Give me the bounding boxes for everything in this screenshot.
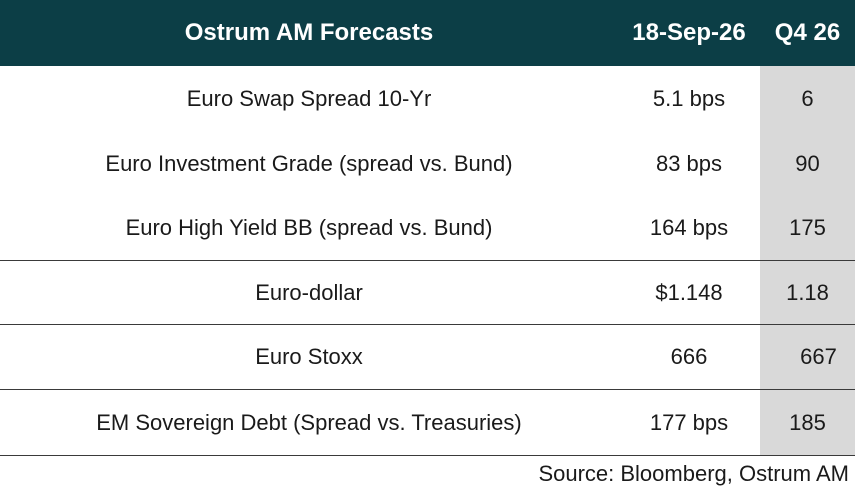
row-label: Euro Investment Grade (spread vs. Bund) [105, 151, 513, 176]
table-row: Euro Investment Grade (spread vs. Bund) … [0, 132, 855, 196]
header-date-column: 18-Sep-26 [632, 19, 746, 46]
row-divider [0, 260, 855, 261]
row-divider [0, 324, 855, 325]
table-bottom-border [0, 455, 855, 456]
table-row: Euro Swap Spread 10-Yr 5.1 bps 6 [0, 66, 855, 132]
table-row: Euro-dollar $1.148 1.18 [0, 261, 855, 324]
row-label: Euro High Yield BB (spread vs. Bund) [125, 215, 493, 240]
row-label: Euro-dollar [255, 279, 363, 305]
table-row: EM Sovereign Debt (Spread vs. Treasuries… [0, 390, 855, 455]
row-forecast-value: 175 [789, 215, 826, 240]
row-label: EM Sovereign Debt (Spread vs. Treasuries… [96, 409, 522, 435]
table-row: Euro Stoxx 666 667 [0, 325, 855, 389]
header-title: Ostrum AM Forecasts [184, 19, 434, 46]
table-row: Euro High Yield BB (spread vs. Bund) 164… [0, 196, 855, 260]
row-forecast-value: 1.18 [786, 279, 829, 305]
row-forecast-value: 185 [789, 409, 826, 435]
header-forecast-column: Q4 26 [774, 19, 841, 46]
row-current-value: 666 [670, 344, 708, 369]
row-forecast-value: 667 [800, 344, 837, 369]
row-current-value: $1.148 [655, 279, 723, 305]
row-label: Euro Swap Spread 10-Yr [186, 86, 432, 111]
row-current-value: 5.1 bps [652, 86, 726, 111]
row-current-value: 83 bps [655, 151, 723, 176]
row-current-value: 177 bps [649, 409, 729, 435]
row-divider [0, 389, 855, 390]
row-forecast-value: 6 [801, 86, 814, 111]
row-current-value: 164 bps [649, 215, 729, 240]
row-label: Euro Stoxx [255, 344, 363, 369]
row-forecast-value: 90 [795, 151, 820, 176]
source-note: Source: Bloomberg, Ostrum AM [538, 461, 849, 486]
table-header: Ostrum AM Forecasts 18-Sep-26 Q4 26 [0, 0, 855, 66]
